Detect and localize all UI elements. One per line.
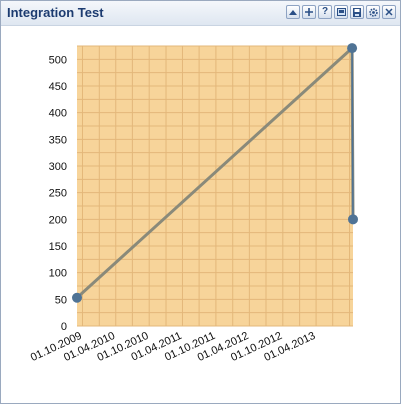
plot-background <box>77 46 353 326</box>
y-tick-label: 200 <box>49 214 67 226</box>
collapse-button[interactable] <box>286 5 300 19</box>
triangle-up-icon <box>289 10 297 15</box>
y-tick-label: 350 <box>49 134 67 146</box>
settings-button[interactable] <box>366 5 380 19</box>
grid-lines <box>77 45 353 327</box>
data-point[interactable] <box>72 292 82 303</box>
y-tick-label: 0 <box>61 321 67 333</box>
title-bar: Integration Test ? <box>1 1 400 26</box>
data-point[interactable] <box>347 43 358 54</box>
floppy-icon <box>353 7 361 17</box>
y-tick-label: 50 <box>55 294 67 306</box>
window-title: Integration Test <box>7 5 104 20</box>
image-icon <box>336 8 346 16</box>
save-button[interactable] <box>350 5 364 19</box>
y-tick-label: 400 <box>49 108 67 120</box>
close-button[interactable] <box>382 5 396 19</box>
question-icon: ? <box>321 6 329 17</box>
image-button[interactable] <box>334 5 348 19</box>
y-tick-label: 450 <box>49 81 67 93</box>
y-tick-label: 250 <box>49 188 67 200</box>
y-tick-label: 100 <box>49 268 67 280</box>
help-button[interactable]: ? <box>318 5 332 19</box>
y-tick-label: 500 <box>49 54 67 66</box>
plus-icon <box>305 8 313 16</box>
y-tick-label: 300 <box>49 161 67 173</box>
x-axis-ticks: 01.10.200901.04.201001.10.201001.04.2011… <box>29 330 318 364</box>
data-point[interactable] <box>348 214 358 225</box>
gear-icon <box>368 7 378 17</box>
add-button[interactable] <box>302 5 316 19</box>
close-icon <box>385 8 393 16</box>
window-toolbar: ? <box>286 5 396 19</box>
chart-area: 0 50 100 150 200 250 300 350 400 450 500 01.10.200… <box>1 26 400 403</box>
line-chart: 0 50 100 150 200 250 300 350 400 450 500 01.10.200… <box>29 43 358 364</box>
series-segment <box>351 48 354 220</box>
series-layer <box>72 43 358 303</box>
y-tick-label: 150 <box>49 241 67 253</box>
y-axis-ticks: 0 50 100 150 200 250 300 350 400 450 500 <box>49 54 67 333</box>
